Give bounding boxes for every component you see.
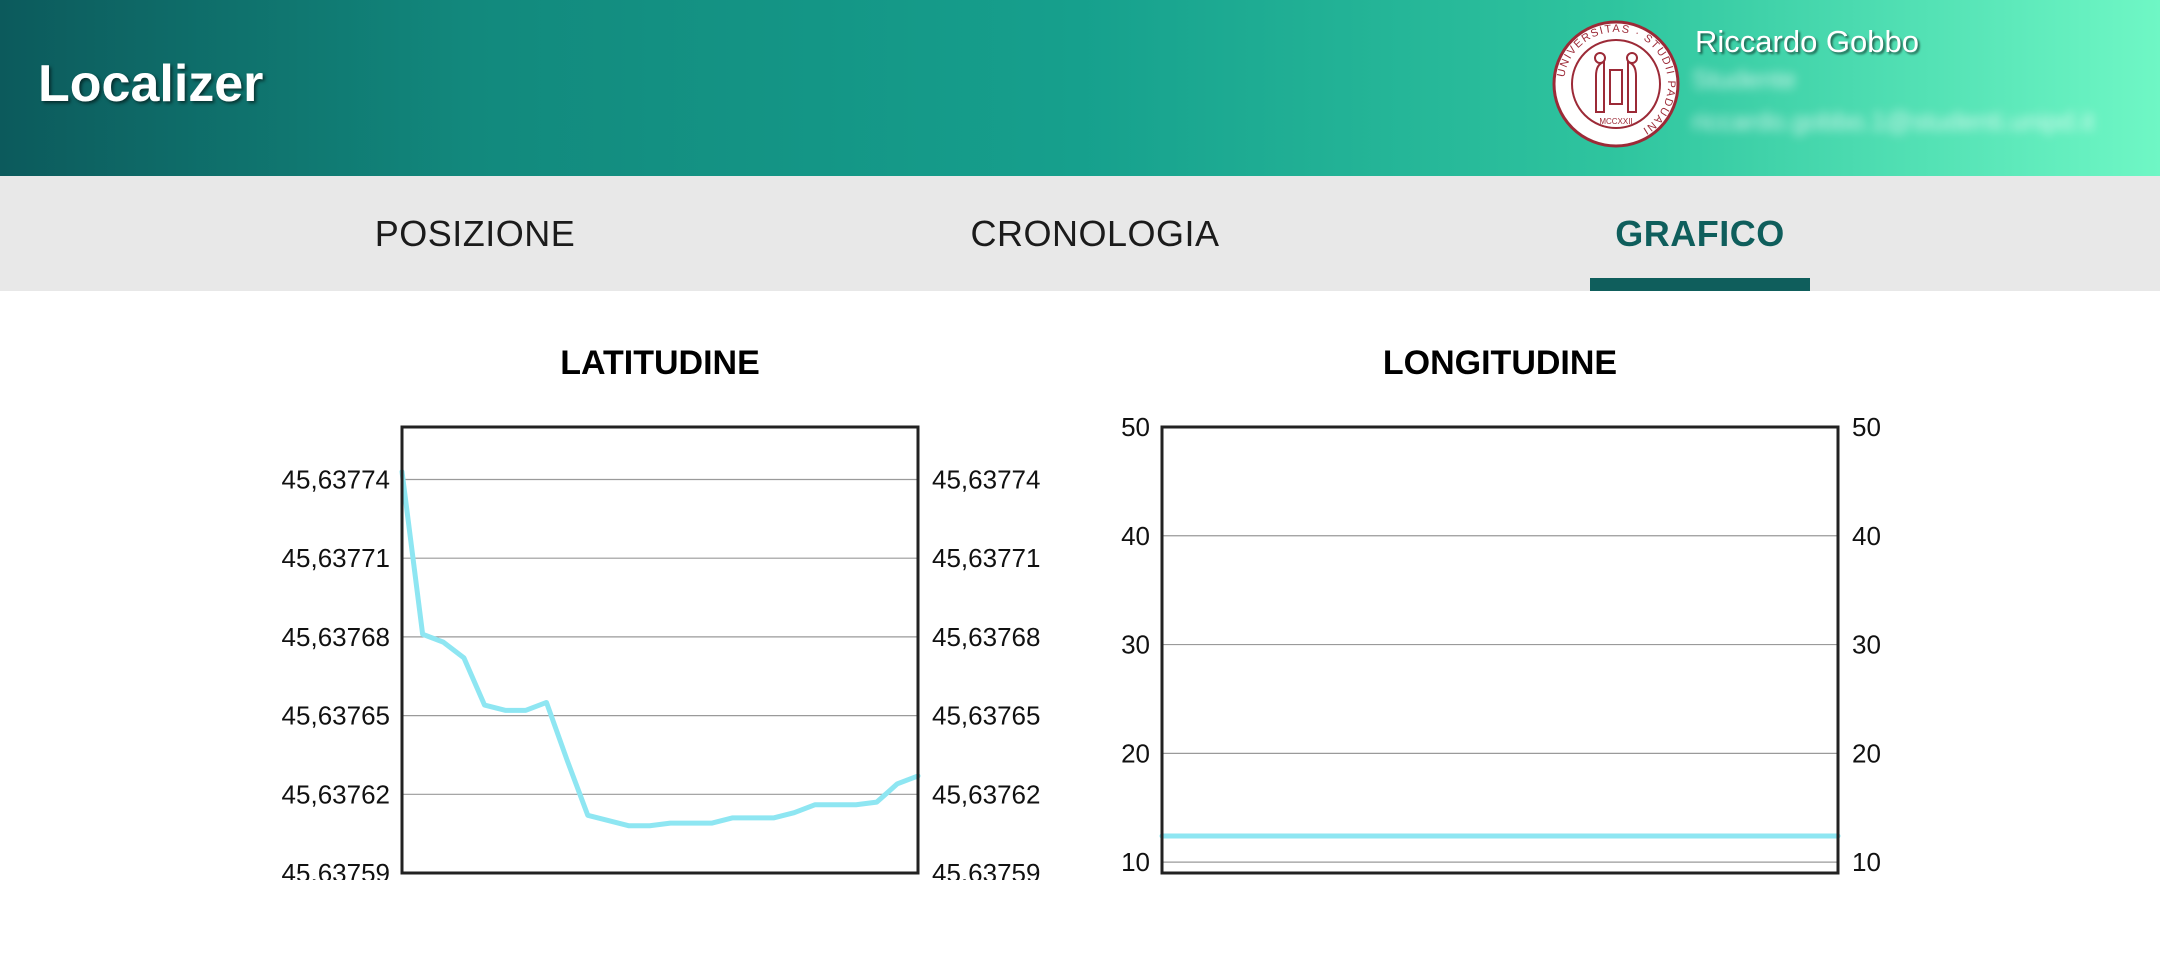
y-tick-label-left: 20 — [1121, 738, 1150, 768]
y-tick-label-right: 45,63765 — [932, 701, 1040, 731]
longitude-chart: 10 10 20 20 30 30 40 40 50 50 — [1121, 412, 1881, 877]
y-tick-label-right: 45,63759 — [932, 858, 1040, 880]
y-tick-label-left: 30 — [1121, 630, 1150, 660]
seal-year-text: MCCXXII — [1599, 117, 1632, 126]
user-role: Studente — [1692, 64, 1797, 94]
app-header: Localizer UNIVERSITAS · STUDII PADUANI M… — [0, 0, 2160, 176]
y-tick-label-left: 45,63774 — [282, 464, 390, 494]
user-email: riccardo.gobbo.1@studenti.unipd.it — [1692, 106, 2095, 136]
y-tick-label-left: 45,63765 — [282, 701, 390, 731]
latitude-chart-title: LATITUDINE — [560, 344, 760, 382]
plot-frame — [1160, 425, 1840, 875]
y-tick-label-right: 20 — [1852, 738, 1881, 768]
y-tick-label-right: 45,63771 — [932, 543, 1040, 573]
y-tick-label-right: 40 — [1852, 521, 1881, 551]
y-tick-label-left: 45,63768 — [282, 622, 390, 652]
app-title: Localizer — [38, 55, 264, 113]
tab-bar: POSIZIONE CRONOLOGIA GRAFICO — [0, 176, 2160, 291]
y-tick-label-right: 45,63768 — [932, 622, 1040, 652]
y-tick-label-right: 10 — [1852, 847, 1881, 877]
y-tick-label-right: 50 — [1852, 412, 1881, 442]
y-tick-label-left: 50 — [1121, 412, 1150, 442]
series-line — [399, 469, 921, 829]
y-tick-label-right: 30 — [1852, 630, 1881, 660]
y-tick-label-left: 10 — [1121, 847, 1150, 877]
tab-posizione[interactable]: POSIZIONE — [374, 212, 576, 254]
y-tick-label-left: 45,63771 — [282, 543, 390, 573]
longitude-chart-title: LONGITUDINE — [1382, 344, 1618, 382]
y-tick-label-left: 45,63759 — [282, 858, 390, 880]
y-tick-label-right: 45,63762 — [932, 779, 1040, 809]
latitude-chart: 45,63759 45,63759 45,63762 45,63762 45,63765… — [282, 425, 1040, 880]
active-tab-indicator — [1590, 278, 1810, 291]
user-name: Riccardo Gobbo — [1695, 24, 1920, 59]
tab-grafico[interactable]: GRAFICO — [1615, 212, 1785, 254]
university-seal-icon: UNIVERSITAS · STUDII PADUANI MCCXXII — [1552, 20, 1680, 148]
tab-cronologia[interactable]: CRONOLOGIA — [970, 212, 1220, 254]
y-tick-label-left: 40 — [1121, 521, 1150, 551]
y-tick-label-left: 45,63762 — [282, 779, 390, 809]
y-tick-label-right: 45,63774 — [932, 464, 1040, 494]
plot-frame — [400, 425, 920, 875]
